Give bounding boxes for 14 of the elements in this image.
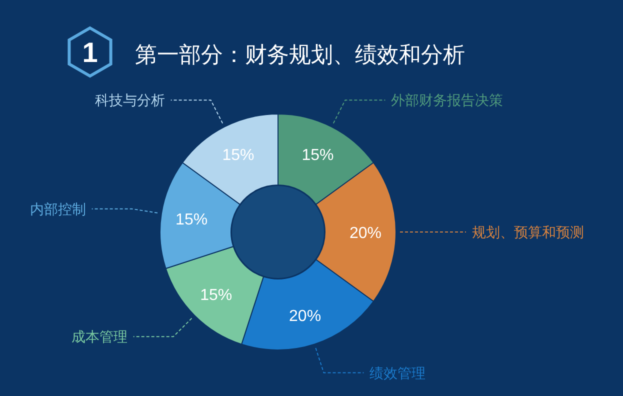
- slice-label: 科技与分析: [94, 92, 165, 108]
- slice-label: 内部控制: [30, 200, 86, 217]
- chart-title: 第一部分：财务规划、绩效和分析: [135, 42, 465, 67]
- data-label: 20%: [349, 225, 382, 242]
- data-label: 15%: [302, 147, 334, 164]
- data-label: 15%: [176, 211, 208, 228]
- data-label: 15%: [200, 286, 232, 304]
- data-label: 20%: [289, 308, 322, 326]
- slice-label: 规划、预算和预测: [472, 224, 584, 240]
- data-label: 15%: [222, 147, 254, 164]
- slice-label: 绩效管理: [370, 364, 426, 381]
- text: 1: [82, 37, 98, 68]
- slice-label: 成本管理: [71, 328, 128, 345]
- slice-label: 外部财务报告决策: [391, 92, 504, 108]
